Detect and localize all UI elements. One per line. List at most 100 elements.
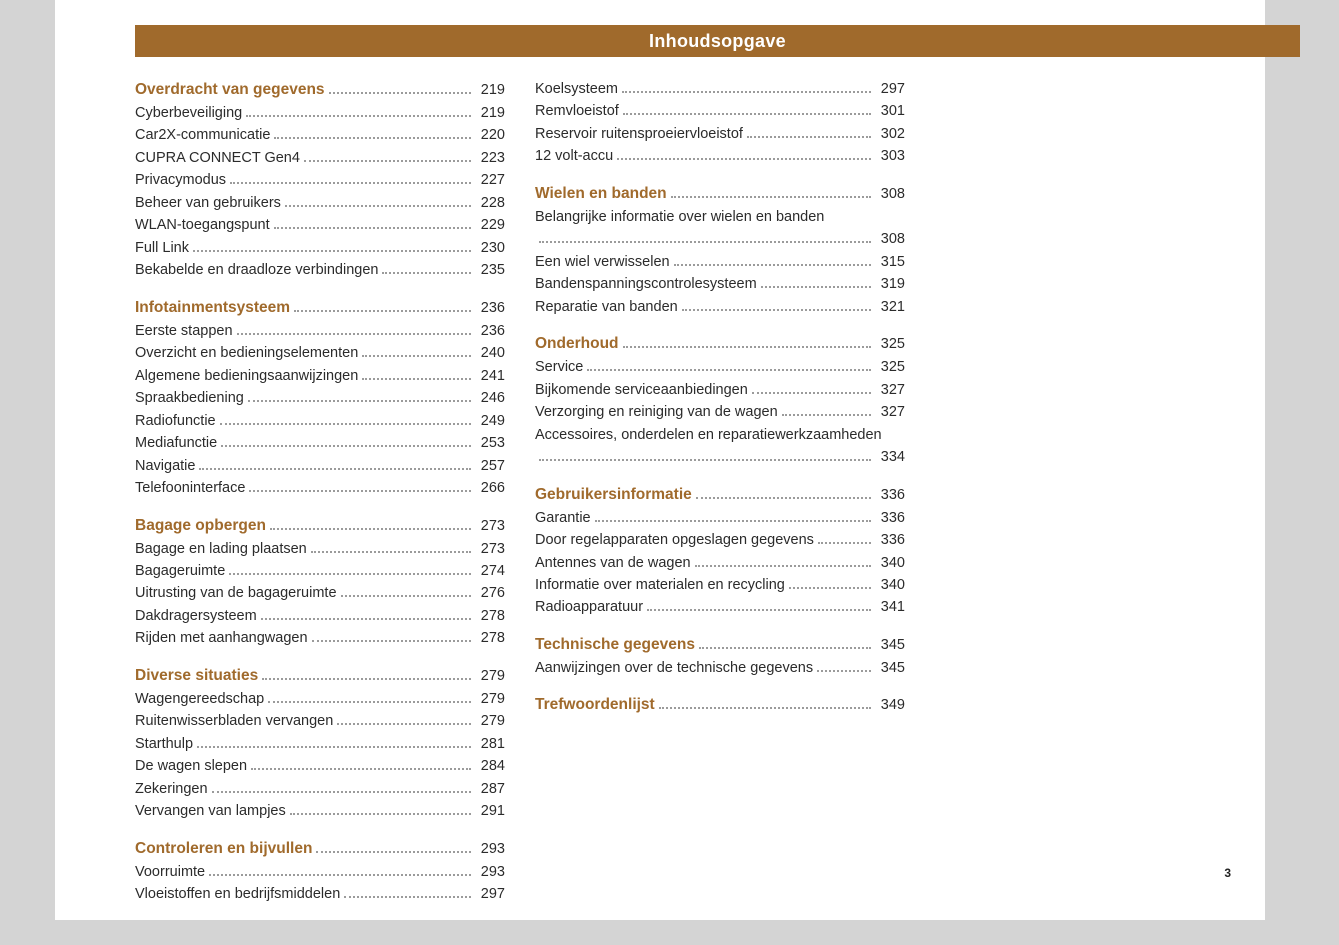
toc-page-number: 279 bbox=[475, 688, 505, 710]
toc-entry: Ruitenwisserbladen vervangen 279 bbox=[135, 710, 505, 732]
toc-label: Voorruimte bbox=[135, 861, 205, 883]
toc-label: Navigatie bbox=[135, 455, 195, 477]
toc-page-number: 235 bbox=[475, 259, 505, 281]
toc-page-number: 293 bbox=[475, 838, 505, 860]
toc-entry: Een wiel verwisselen315 bbox=[535, 251, 905, 273]
toc-page-number: 278 bbox=[475, 627, 505, 649]
toc-page-number: 302 bbox=[875, 123, 905, 145]
toc-entry: Vervangen van lampjes291 bbox=[135, 800, 505, 822]
toc-label: Ruitenwisserbladen vervangen bbox=[135, 710, 333, 732]
toc-entry: Starthulp281 bbox=[135, 733, 505, 755]
toc-label: Service bbox=[535, 356, 583, 378]
toc-label: Overzicht en bedieningselementen bbox=[135, 342, 358, 364]
toc-label: Mediafunctie bbox=[135, 432, 217, 454]
toc-leader-dots bbox=[659, 698, 871, 710]
toc-entry: Bagageruimte274 bbox=[135, 560, 505, 582]
toc-label: Rijden met aanhangwagen bbox=[135, 627, 308, 649]
toc-label: Controleren en bijvullen bbox=[135, 837, 312, 861]
toc-leader-dots bbox=[237, 323, 471, 335]
toc-label: Bagage opbergen bbox=[135, 514, 266, 538]
toc-entry: Reparatie van banden321 bbox=[535, 296, 905, 318]
toc-label: Verzorging en reiniging van de wagen bbox=[535, 401, 778, 423]
toc-label: Privacymodus bbox=[135, 169, 226, 191]
toc-entry: Uitrusting van de bagageruimte276 bbox=[135, 582, 505, 604]
toc-page-number: 266 bbox=[475, 477, 505, 499]
toc-page-number: 219 bbox=[475, 79, 505, 101]
toc-leader-dots bbox=[329, 82, 471, 94]
toc-entry: Spraakbediening 246 bbox=[135, 387, 505, 409]
toc-page-number: 223 bbox=[475, 147, 505, 169]
toc-entry: Overzicht en bedieningselementen 240 bbox=[135, 342, 505, 364]
toc-leader-dots bbox=[246, 105, 471, 117]
toc-page-number: 281 bbox=[475, 733, 505, 755]
page-number: 3 bbox=[1224, 866, 1231, 880]
toc-entry: Reservoir ruitensproeiervloeistof302 bbox=[535, 123, 905, 145]
toc-leader-dots bbox=[193, 240, 471, 252]
toc-entry: Verzorging en reiniging van de wagen327 bbox=[535, 401, 905, 423]
toc-leader-dots bbox=[290, 804, 471, 816]
toc-label: Diverse situaties bbox=[135, 664, 258, 688]
toc-entry: Car2X-communicatie 220 bbox=[135, 124, 505, 146]
toc-entry: Garantie 336 bbox=[535, 507, 905, 529]
toc-leader-dots bbox=[362, 368, 471, 380]
toc-section: Wielen en banden308 bbox=[535, 182, 905, 206]
toc-label: Garantie bbox=[535, 507, 591, 529]
toc-entry: Radioapparatuur341 bbox=[535, 596, 905, 618]
toc-leader-dots bbox=[617, 149, 871, 161]
toc-page-number: 303 bbox=[875, 145, 905, 167]
toc-label: Car2X-communicatie bbox=[135, 124, 270, 146]
toc-page-number: 279 bbox=[475, 710, 505, 732]
toc-label: Gebruikersinformatie bbox=[535, 483, 692, 507]
toc-label: Spraakbediening bbox=[135, 387, 244, 409]
toc-label: Onderhoud bbox=[535, 332, 619, 356]
toc-page-number: 340 bbox=[875, 552, 905, 574]
toc-page-number: 345 bbox=[875, 657, 905, 679]
toc-label: 12 volt-accu bbox=[535, 145, 613, 167]
toc-page-number: 219 bbox=[475, 102, 505, 124]
toc-leader-dots bbox=[221, 436, 471, 448]
toc-label: De wagen slepen bbox=[135, 755, 247, 777]
toc-label: Telefooninterface bbox=[135, 477, 245, 499]
toc-section: Controleren en bijvullen 293 bbox=[135, 837, 505, 861]
toc-leader-dots bbox=[274, 128, 471, 140]
toc-entry: Vloeistoffen en bedrijfsmiddelen297 bbox=[135, 883, 505, 905]
toc-leader-dots bbox=[695, 555, 871, 567]
toc-entry: Radiofunctie249 bbox=[135, 410, 505, 432]
toc-label: Cyberbeveiliging bbox=[135, 102, 242, 124]
toc-column-left: Overdracht van gegevens219Cyberbeveiligi… bbox=[135, 78, 505, 906]
toc-leader-dots bbox=[341, 586, 471, 598]
toc-section: Bagage opbergen273 bbox=[135, 514, 505, 538]
toc-label: Zekeringen bbox=[135, 778, 208, 800]
toc-entry: Door regelapparaten opgeslagen gegevens3… bbox=[535, 529, 905, 551]
toc-page-number: 315 bbox=[875, 251, 905, 273]
toc-leader-dots bbox=[818, 532, 871, 544]
toc-page-number: 319 bbox=[875, 273, 905, 295]
toc-page-number: 279 bbox=[475, 665, 505, 687]
toc-leader-dots bbox=[674, 254, 871, 266]
toc-page-number: 236 bbox=[475, 297, 505, 319]
toc-page-number: 334 bbox=[875, 446, 905, 468]
toc-label: Radioapparatuur bbox=[535, 596, 643, 618]
toc-entry: Cyberbeveiliging 219 bbox=[135, 102, 505, 124]
toc-section: Onderhoud 325 bbox=[535, 332, 905, 356]
toc-page-number: 220 bbox=[475, 124, 505, 146]
toc-entry: Wagengereedschap279 bbox=[135, 688, 505, 710]
toc-leader-dots bbox=[587, 360, 871, 372]
toc-page-number: 336 bbox=[875, 507, 905, 529]
toc-entry: 12 volt-accu 303 bbox=[535, 145, 905, 167]
toc-label: Bijkomende serviceaanbiedingen bbox=[535, 379, 748, 401]
toc-entry: De wagen slepen284 bbox=[135, 755, 505, 777]
toc-page-number: 325 bbox=[875, 333, 905, 355]
toc-entry: Bijkomende serviceaanbiedingen327 bbox=[535, 379, 905, 401]
toc-page-number: 229 bbox=[475, 214, 505, 236]
toc-page-number: 291 bbox=[475, 800, 505, 822]
toc-section: Diverse situaties 279 bbox=[135, 664, 505, 688]
toc-label: Eerste stappen bbox=[135, 320, 233, 342]
toc-entry: Antennes van de wagen340 bbox=[535, 552, 905, 574]
toc-label: Wielen en banden bbox=[535, 182, 667, 206]
toc-page-number: 345 bbox=[875, 634, 905, 656]
toc-leader-dots bbox=[212, 781, 471, 793]
toc-page-number: 246 bbox=[475, 387, 505, 409]
toc-page-number: 240 bbox=[475, 342, 505, 364]
toc-page-number: 236 bbox=[475, 320, 505, 342]
